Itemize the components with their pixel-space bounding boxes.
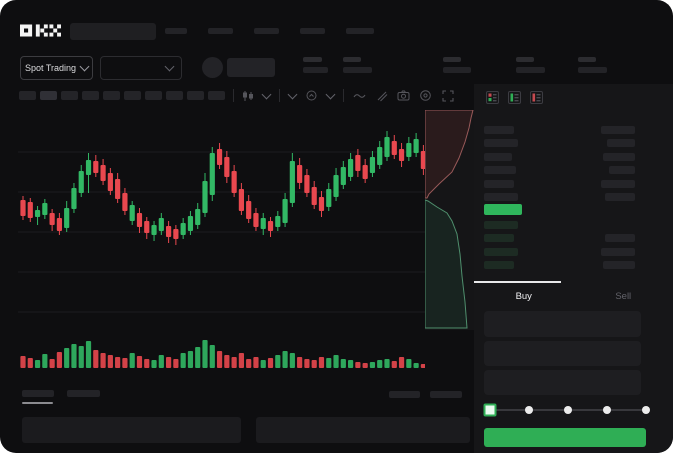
timeframe-button[interactable] [166,91,183,100]
amount-input[interactable] [484,341,641,366]
active-tab-indicator [474,281,561,283]
timeframe-button[interactable] [145,91,162,100]
orderbook-row[interactable] [484,152,635,161]
market-type-label: Spot Trading [24,63,77,73]
bottom-link[interactable] [430,391,462,398]
order-history-panel [256,417,470,443]
chart-type-icon[interactable] [241,89,254,102]
bottom-tab[interactable] [22,390,54,397]
chevron-down-icon[interactable] [287,89,298,99]
okx-logo[interactable] [20,24,61,37]
search-box[interactable] [70,23,156,40]
timeframe-button[interactable] [82,91,99,100]
orderbook-last-price[interactable] [484,204,522,215]
indicators-icon[interactable] [305,89,318,102]
slider-stop[interactable] [603,406,611,414]
amount-slider[interactable] [483,402,652,418]
orderbook-row[interactable] [484,126,635,134]
toolbar-divider [233,89,234,102]
top-nav-links [165,28,374,34]
orderbook-row[interactable] [484,247,635,256]
camera-icon[interactable] [397,89,410,102]
orderbook-header [484,112,635,120]
timeframe-buttons [19,91,225,100]
line-tool-icon[interactable] [353,89,366,102]
nav-link[interactable] [208,28,233,34]
coin-avatar [202,57,223,78]
chevron-down-icon[interactable] [325,89,336,99]
timeframe-button[interactable] [208,91,225,100]
orderbook-row[interactable] [484,192,635,201]
candlestick-chart[interactable] [18,113,425,328]
bottom-tabs [22,390,100,397]
price-input[interactable] [484,311,641,337]
toolbar-divider [279,89,280,102]
timeframe-button[interactable] [40,91,57,100]
nav-link[interactable] [254,28,279,34]
tab-buy-label: Buy [515,290,532,302]
stat-group [443,57,471,73]
timeframe-button[interactable] [187,91,204,100]
chevron-down-icon [164,61,175,72]
slider-stop[interactable] [564,406,572,414]
chevron-down-icon [79,61,90,72]
pair-search-dropdown[interactable] [100,56,182,80]
depth-chart [425,110,474,329]
nav-link[interactable] [346,28,374,34]
bottom-active-tab-underline [22,402,53,404]
bottom-right-links [389,391,462,398]
total-input[interactable] [484,370,641,395]
market-type-dropdown[interactable]: Spot Trading [20,56,93,80]
orderbook-row[interactable] [484,139,635,148]
stat-group [303,57,328,73]
tab-sell[interactable]: Sell [574,283,673,309]
nav-link[interactable] [165,28,187,34]
trade-tabs: Buy Sell [474,283,673,309]
nav-link[interactable] [300,28,325,34]
open-orders-panel [22,417,241,443]
orderbook-row[interactable] [484,261,635,270]
orderbook-row[interactable] [484,166,635,175]
orderbook-row[interactable] [484,179,635,188]
orderbook-row[interactable] [484,234,635,243]
timeframe-button[interactable] [61,91,78,100]
tab-sell-label: Sell [615,290,632,302]
pair-name-placeholder [227,58,275,77]
toolbar-divider [343,89,344,102]
chevron-down-icon[interactable] [261,89,272,99]
orderbook-view-bids-icon[interactable] [508,91,521,104]
orderbook-view-asks-icon[interactable] [530,91,543,104]
bottom-link[interactable] [389,391,420,398]
orderbook-asks [484,126,635,206]
stat-group [516,57,545,73]
timeframe-button[interactable] [103,91,120,100]
fullscreen-icon[interactable] [441,89,454,102]
slider-stop[interactable] [525,406,533,414]
slider-handle[interactable] [483,403,497,417]
stat-group [578,57,607,73]
volume-chart [20,340,425,368]
tab-buy[interactable]: Buy [474,283,574,309]
depth-profile-panel [425,110,477,330]
orderbook-bids [484,221,635,275]
settings-icon[interactable] [419,89,432,102]
timeframe-button[interactable] [19,91,36,100]
bottom-tab[interactable] [67,390,100,397]
orderbook-view-both-icon[interactable] [486,91,499,104]
stat-group [343,57,372,73]
slider-stop[interactable] [642,406,650,414]
timeframe-button[interactable] [124,91,141,100]
orderbook-row[interactable] [484,221,635,229]
drawing-tool-icon[interactable] [375,89,388,102]
buy-submit-button[interactable] [484,428,646,447]
